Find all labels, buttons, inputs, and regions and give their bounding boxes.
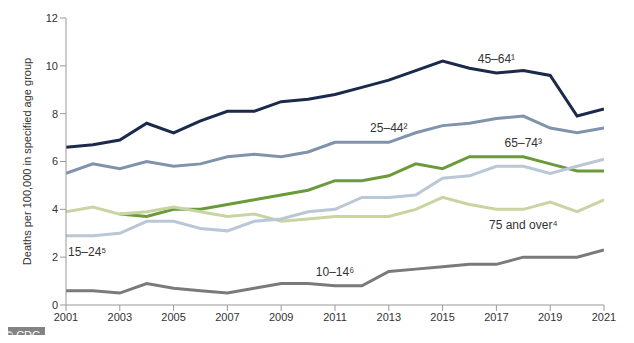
svg-text:15–24⁵: 15–24⁵	[68, 245, 106, 259]
svg-text:4: 4	[52, 203, 58, 215]
svg-text:0: 0	[52, 299, 58, 311]
svg-text:Deaths per 100,000 in specifie: Deaths per 100,000 in specified age grou…	[21, 58, 33, 265]
svg-text:2021: 2021	[592, 311, 616, 323]
svg-text:2003: 2003	[108, 311, 132, 323]
svg-text:25–44²: 25–44²	[370, 121, 407, 135]
html-text:© CDC: © CDC	[5, 329, 40, 341]
svg-text:2017: 2017	[484, 311, 508, 323]
svg-text:65–74³: 65–74³	[505, 136, 542, 150]
svg-text:45–64¹: 45–64¹	[478, 52, 515, 66]
svg-text:2013: 2013	[377, 311, 401, 323]
svg-text:12: 12	[46, 12, 58, 24]
svg-text:2011: 2011	[323, 311, 347, 323]
svg-text:2019: 2019	[538, 311, 562, 323]
svg-text:75 and over⁴: 75 and over⁴	[489, 218, 558, 232]
svg-text:2001: 2001	[54, 311, 78, 323]
svg-text:10: 10	[46, 60, 58, 72]
svg-text:8: 8	[52, 108, 58, 120]
svg-text:10–14⁶: 10–14⁶	[316, 265, 354, 279]
svg-text:2: 2	[52, 251, 58, 263]
svg-text:2009: 2009	[269, 311, 293, 323]
svg-text:6: 6	[52, 155, 58, 167]
svg-text:2007: 2007	[215, 311, 239, 323]
svg-text:2015: 2015	[430, 311, 454, 323]
svg-text:2005: 2005	[161, 311, 185, 323]
